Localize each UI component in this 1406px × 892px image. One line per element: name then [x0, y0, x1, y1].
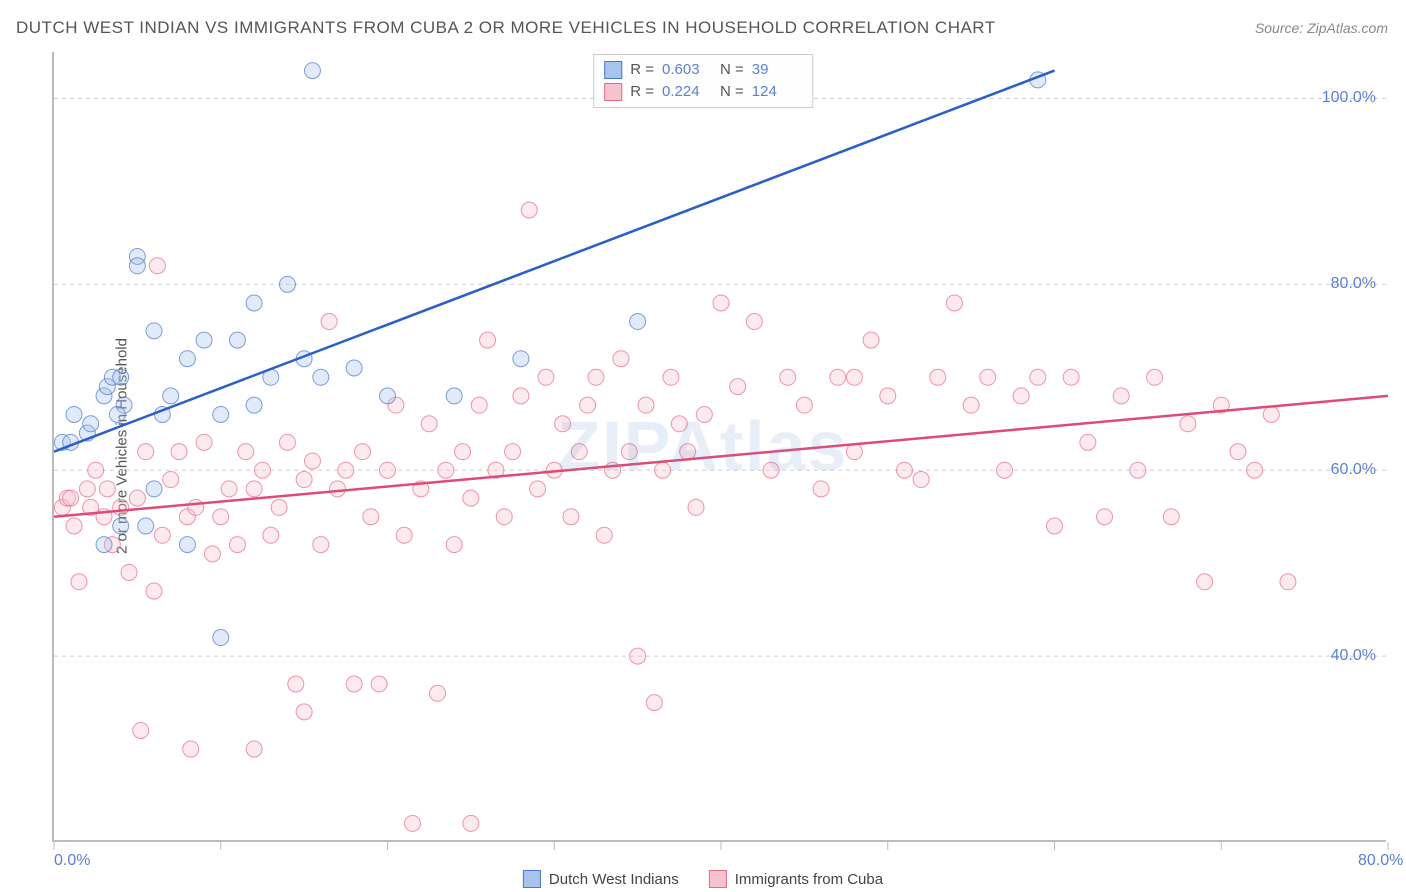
chart-title: DUTCH WEST INDIAN VS IMMIGRANTS FROM CUB… [16, 18, 996, 38]
n-value-2: 124 [752, 81, 802, 103]
chart-svg [54, 52, 1386, 840]
y-tick-label: 60.0% [1331, 461, 1376, 479]
legend-label-2: Immigrants from Cuba [735, 871, 883, 888]
y-tick-label: 80.0% [1331, 275, 1376, 293]
n-value-1: 39 [752, 59, 802, 81]
plot-area: 40.0%60.0%80.0%100.0%0.0%80.0% [52, 52, 1386, 842]
n-label-2: N = [720, 81, 744, 103]
r-value-1: 0.603 [662, 59, 712, 81]
x-tick-label: 0.0% [54, 852, 90, 870]
x-tick-label: 80.0% [1358, 852, 1403, 870]
r-value-2: 0.224 [662, 81, 712, 103]
legend-item-2: Immigrants from Cuba [709, 870, 883, 888]
legend-swatch-1 [523, 870, 541, 888]
y-tick-label: 40.0% [1331, 647, 1376, 665]
legend-swatch-2 [709, 870, 727, 888]
source-label: Source: ZipAtlas.com [1255, 20, 1388, 36]
swatch-series-2 [604, 83, 622, 101]
y-tick-label: 100.0% [1322, 89, 1376, 107]
n-label-1: N = [720, 59, 744, 81]
legend-bottom: Dutch West Indians Immigrants from Cuba [523, 870, 883, 888]
r-label-2: R = [630, 81, 654, 103]
r-label-1: R = [630, 59, 654, 81]
chart-container: DUTCH WEST INDIAN VS IMMIGRANTS FROM CUB… [0, 0, 1406, 892]
legend-stats-row-2: R = 0.224 N = 124 [604, 81, 802, 103]
legend-label-1: Dutch West Indians [549, 871, 679, 888]
legend-stats-row-1: R = 0.603 N = 39 [604, 59, 802, 81]
swatch-series-1 [604, 61, 622, 79]
legend-item-1: Dutch West Indians [523, 870, 679, 888]
legend-stats: R = 0.603 N = 39 R = 0.224 N = 124 [593, 54, 813, 108]
